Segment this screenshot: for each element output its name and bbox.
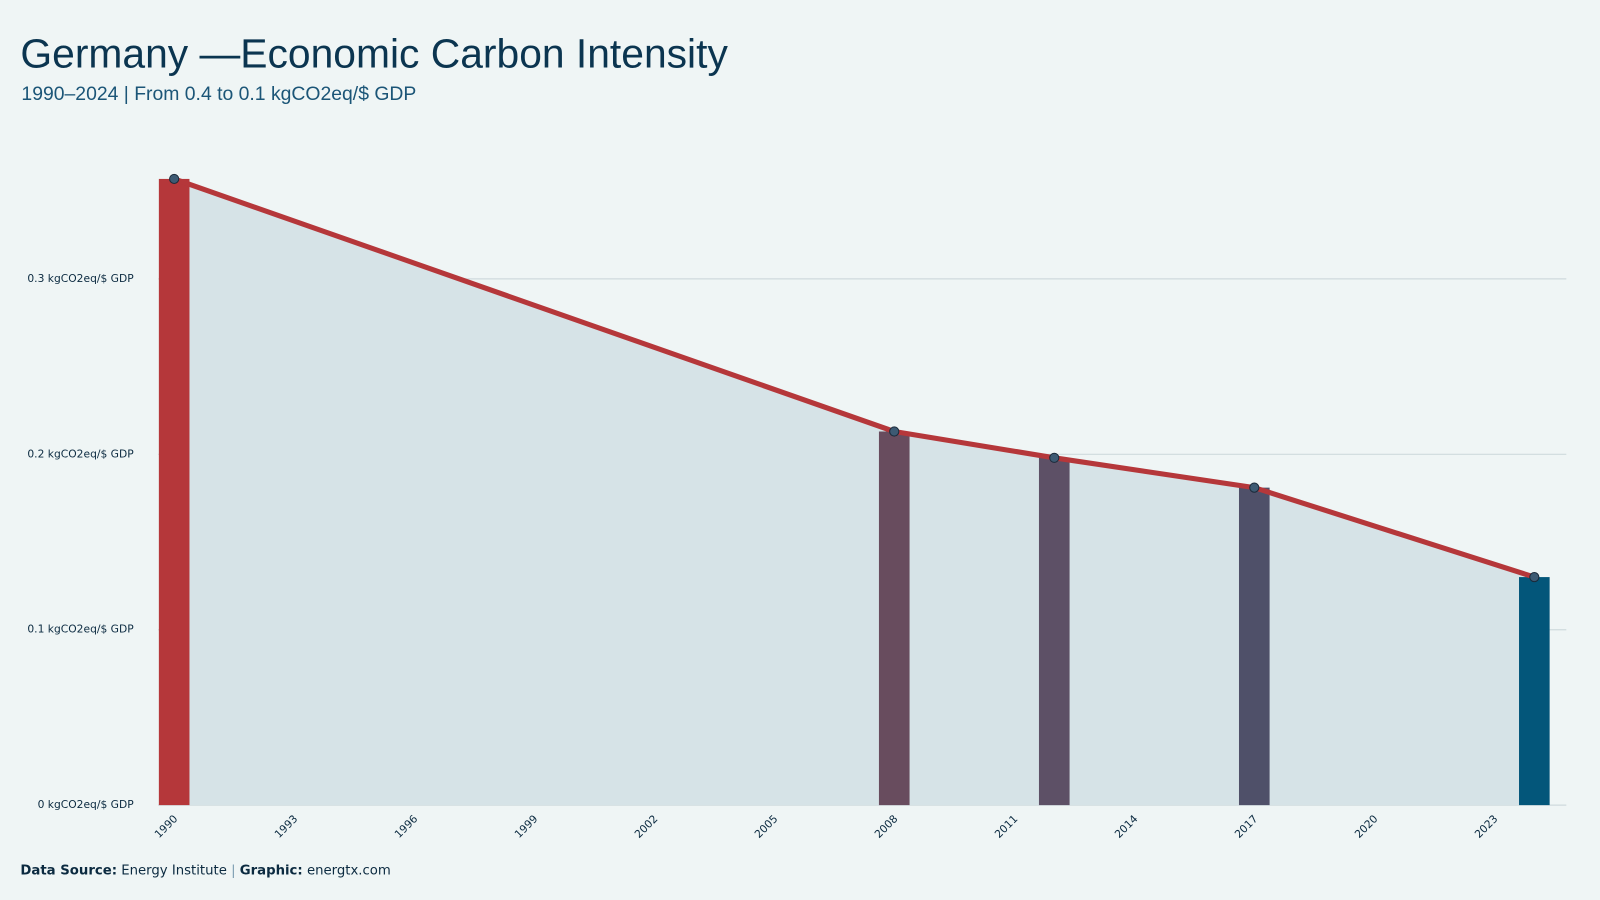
x-tick-label: 1999 xyxy=(512,812,541,841)
chart-title: Germany —Economic Carbon Intensity xyxy=(20,30,728,76)
marker xyxy=(889,426,900,437)
y-tick-label: 0.3 kgCO2eq/$ GDP xyxy=(27,272,134,285)
bar xyxy=(1238,487,1270,806)
x-tick-label: 2014 xyxy=(1112,812,1141,841)
area xyxy=(174,178,1535,806)
x-tick-label: 2005 xyxy=(752,812,780,840)
plot-area: 0 kgCO2eq/$ GDP 0.1 kgCO2eq/$ GDP 0.2 kgCO… xyxy=(27,173,1567,841)
bar xyxy=(158,178,190,806)
marker xyxy=(169,173,180,185)
marker xyxy=(1049,452,1060,463)
marker xyxy=(1529,571,1540,583)
y-tick-label: 0 kgCO2eq/$ GDP xyxy=(38,798,135,811)
x-tick-label: 2002 xyxy=(632,812,660,840)
x-tick-label: 1996 xyxy=(392,812,421,841)
bar xyxy=(1038,457,1070,806)
footer: Data Source: Energy Institute | Graphic:… xyxy=(20,863,390,878)
x-tick-label: 2020 xyxy=(1352,812,1381,841)
x-tick-label: 2017 xyxy=(1232,812,1260,840)
marker xyxy=(1249,482,1260,493)
bar xyxy=(878,431,910,806)
y-tick-label: 0.2 kgCO2eq/$ GDP xyxy=(27,447,134,460)
y-tick-label: 0.1 kgCO2eq/$ GDP xyxy=(27,623,134,636)
bar xyxy=(1519,577,1550,806)
separator: | xyxy=(231,863,235,878)
chart-subtitle: 1990–2024 | From 0.4 to 0.1 kgCO2eq/$ GD… xyxy=(21,83,416,105)
x-tick-label: 1990 xyxy=(152,812,181,841)
x-tick-label: 2023 xyxy=(1472,812,1500,840)
source: Energy Institute xyxy=(121,863,227,878)
credit-label: Graphic: xyxy=(240,863,303,878)
x-tick-label: 2011 xyxy=(992,812,1020,840)
credit: energtx.com xyxy=(307,863,391,878)
source-label: Data Source: xyxy=(20,863,117,878)
x-tick-label: 2008 xyxy=(872,812,901,841)
x-tick-label: 1993 xyxy=(272,812,300,840)
